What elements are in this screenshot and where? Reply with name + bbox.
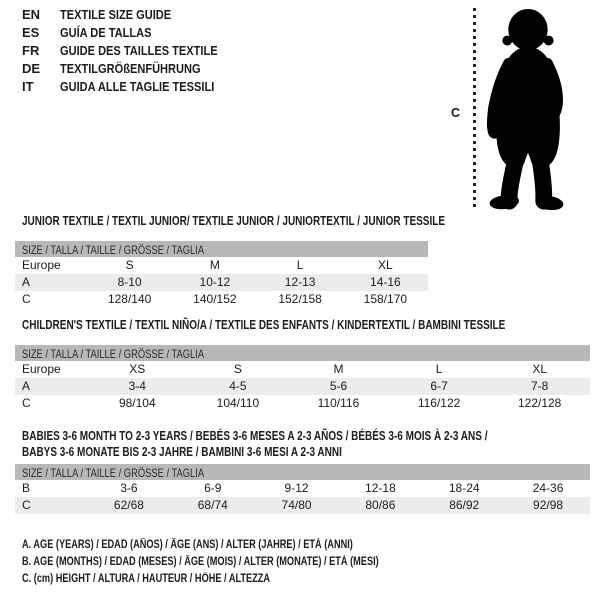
language-row-it: IT GUIDA ALLE TAGLIE TESSILI: [22, 78, 245, 96]
size-header-label: SIZE / TALLA / TAILLE / GRÖSSE / TAGLIA: [22, 243, 205, 257]
size-header-label: SIZE / TALLA / TAILLE / GRÖSSE / TAGLIA: [22, 347, 205, 361]
table-title-line-2: BABYS 3-6 MONATE BIS 2-3 JAHRE / BAMBINI…: [22, 445, 342, 459]
value-cell: 3-6: [120, 481, 138, 495]
language-title: TEXTILGRÖßENFÜHRUNG: [60, 61, 201, 76]
babies-textile-table: BABIES 3-6 MONTH TO 2-3 YEARS / BEBÉS 3-…: [15, 428, 590, 514]
row-label: C: [22, 498, 31, 512]
size-header-bar: SIZE / TALLA / TAILLE / GRÖSSE / TAGLIA: [15, 464, 590, 480]
value-cell: 4-5: [229, 379, 247, 393]
language-row-de: DE TEXTILGRÖßENFÜHRUNG: [22, 60, 245, 78]
size-cell: XL: [378, 258, 393, 272]
value-cell: 152/158: [278, 292, 322, 306]
table-row-a: A 3-4 4-5 5-6 6-7 7-8: [15, 378, 590, 395]
height-dashed-line-icon: [473, 8, 476, 208]
value-cell: 92/98: [533, 498, 564, 512]
value-cell: 3-4: [128, 379, 146, 393]
table-row-europe: Europe XS S M L XL: [15, 361, 590, 378]
table-title-line-1: BABIES 3-6 MONTH TO 2-3 YEARS / BEBÉS 3-…: [22, 429, 488, 443]
language-code: EN: [22, 7, 41, 22]
baby-silhouette-icon: [486, 8, 564, 210]
size-header-bar: SIZE / TALLA / TAILLE / GRÖSSE / TAGLIA: [15, 241, 428, 257]
table-row-europe: Europe S M L XL: [15, 257, 428, 274]
value-cell: 7-8: [531, 379, 549, 393]
value-cell: 62/68: [113, 498, 144, 512]
size-cell: M: [209, 258, 220, 272]
value-cell: 98/104: [118, 396, 156, 410]
row-label: A: [22, 379, 31, 393]
value-cell: 8-10: [117, 275, 142, 289]
language-title: GUIDE DES TAILLES TEXTILE: [60, 43, 218, 58]
value-cell: 68/74: [197, 498, 228, 512]
language-row-en: EN TEXTILE SIZE GUIDE: [22, 6, 245, 24]
value-cell: 24-36: [532, 481, 564, 495]
value-cell: 18-24: [448, 481, 480, 495]
size-cell: S: [233, 362, 242, 376]
size-cell: L: [296, 258, 304, 272]
footnotes: A. AGE (YEARS) / EDAD (AÑOS) / ÂGE (ANS)…: [22, 537, 468, 588]
value-cell: 12-18: [365, 481, 396, 495]
size-cell: S: [125, 258, 134, 272]
value-cell: 86/92: [449, 498, 480, 512]
row-label: Europe: [22, 362, 61, 376]
table-title-group: BABIES 3-6 MONTH TO 2-3 YEARS / BEBÉS 3-…: [15, 428, 590, 460]
size-cell: XS: [129, 362, 146, 376]
row-label: B: [22, 481, 31, 495]
value-cell: 14-16: [370, 275, 401, 289]
size-header-bar: SIZE / TALLA / TAILLE / GRÖSSE / TAGLIA: [15, 345, 590, 361]
value-cell: 6-9: [204, 481, 222, 495]
row-label: A: [22, 275, 31, 289]
size-cell: M: [333, 362, 344, 376]
junior-textile-table: JUNIOR TEXTILE / TEXTIL JUNIOR/ TEXTILE …: [15, 214, 446, 308]
value-cell: 80/86: [365, 498, 396, 512]
value-cell: 110/116: [317, 396, 360, 410]
row-label: C: [22, 396, 31, 410]
language-title: GUÍA DE TALLAS: [60, 25, 152, 40]
footnote-a: A. AGE (YEARS) / EDAD (AÑOS) / ÂGE (ANS)…: [22, 539, 353, 551]
value-cell: 122/128: [517, 396, 562, 410]
table-title: JUNIOR TEXTILE / TEXTIL JUNIOR/ TEXTILE …: [22, 214, 446, 228]
language-code: FR: [22, 43, 40, 58]
value-cell: 12-13: [284, 275, 316, 289]
value-cell: 128/140: [107, 292, 152, 306]
height-label: C: [451, 106, 461, 120]
value-cell: 158/170: [363, 292, 408, 306]
value-cell: 10-12: [199, 275, 231, 289]
table-title: CHILDREN'S TEXTILE / TEXTIL NIÑO/A / TEX…: [22, 318, 506, 332]
childrens-textile-table: CHILDREN'S TEXTILE / TEXTIL NIÑO/A / TEX…: [15, 319, 590, 412]
footnote-c: C. (cm) HEIGHT / ALTURA / HAUTEUR / HÖHE…: [22, 573, 271, 585]
footnote-b: B. AGE (MONTHS) / EDAD (MESES) / ÂGE (MO…: [22, 556, 379, 568]
value-cell: 74/80: [281, 498, 312, 512]
row-label: C: [22, 292, 31, 306]
language-guide: EN TEXTILE SIZE GUIDE ES GUÍA DE TALLAS …: [22, 6, 245, 96]
value-cell: 140/152: [193, 292, 237, 306]
language-row-es: ES GUÍA DE TALLAS: [22, 24, 245, 42]
table-row-c: C 62/68 68/74 74/80 80/86 86/92 92/98: [15, 497, 590, 514]
value-cell: 116/122: [417, 396, 461, 410]
size-cell: L: [435, 362, 443, 376]
value-cell: 9-12: [284, 481, 309, 495]
row-label: Europe: [22, 258, 61, 272]
table-row-b: B 3-6 6-9 9-12 12-18 18-24 24-36: [15, 480, 590, 497]
table-row-c: C 98/104 104/110 110/116 116/122 122/128: [15, 395, 590, 412]
language-title: GUIDA ALLE TAGLIE TESSILI: [60, 79, 215, 94]
language-code: ES: [22, 25, 40, 40]
language-code: IT: [22, 79, 34, 94]
value-cell: 5-6: [329, 379, 348, 393]
size-cell: XL: [532, 362, 548, 376]
table-row-c: C 128/140 140/152 152/158 158/170: [15, 291, 428, 308]
value-cell: 6-7: [430, 379, 448, 393]
language-code: DE: [22, 61, 41, 76]
size-header-label: SIZE / TALLA / TAILLE / GRÖSSE / TAGLIA: [22, 466, 205, 480]
table-row-a: A 8-10 10-12 12-13 14-16: [15, 274, 428, 291]
language-row-fr: FR GUIDE DES TAILLES TEXTILE: [22, 42, 245, 60]
value-cell: 104/110: [216, 396, 260, 410]
language-title: TEXTILE SIZE GUIDE: [60, 7, 172, 22]
